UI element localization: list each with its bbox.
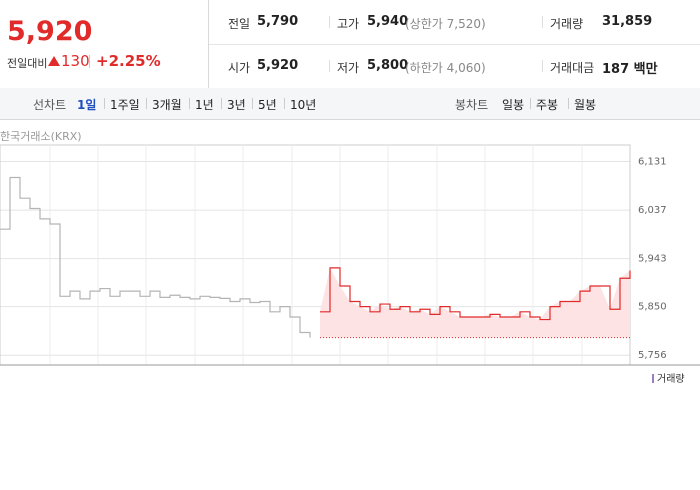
line-tab[interactable]: 5년 — [258, 98, 277, 112]
cell-label: 전일 — [228, 17, 251, 31]
price-line — [0, 176, 311, 338]
line-tab[interactable]: 1주일 — [110, 98, 140, 112]
row-divider — [209, 44, 700, 45]
volume-legend: 거래량 — [657, 373, 685, 385]
tab-divider — [568, 98, 569, 109]
source: 한국거래소(KRX) — [0, 130, 82, 143]
cell-divider — [542, 60, 543, 72]
tab-divider — [284, 98, 285, 109]
quote-box: 5,920 전일대비 130 +2.25% — [0, 0, 209, 88]
change-pct: +2.25% — [96, 52, 161, 70]
line-tab[interactable]: 10년 — [290, 98, 317, 112]
candle-tab[interactable]: 월봉 — [574, 98, 597, 112]
y-tick-label: 5,943 — [638, 254, 667, 265]
cell-divider — [542, 16, 543, 28]
cell-label: 저가 — [337, 61, 360, 75]
cell-label: 고가 — [337, 17, 360, 31]
line-tab[interactable]: 1년 — [195, 98, 214, 112]
line-tab[interactable]: 1일 — [77, 98, 97, 112]
tab-divider — [189, 98, 190, 109]
cell-label: 거래대금 — [550, 61, 595, 75]
tab-divider — [104, 98, 105, 109]
up-arrow — [48, 56, 60, 66]
y-tick-label: 6,131 — [638, 157, 667, 168]
cell-value: 5,800 — [367, 58, 409, 73]
tab-divider — [252, 98, 253, 109]
chart: 한국거래소(KRX) 거래량 6,131 6,037 5,943 5,850 5,756 — [0, 130, 700, 385]
tab-divider — [530, 98, 531, 109]
candle-tab[interactable]: 일봉 — [502, 98, 525, 112]
y-tick-label: 6,037 — [638, 205, 667, 216]
cell-divider — [329, 60, 330, 72]
candle-tab-label: 봉차트 — [455, 98, 489, 112]
cell-value: 5,940 — [367, 14, 409, 29]
area — [320, 267, 630, 338]
tab-divider — [221, 98, 222, 109]
cell-note: (하한가 4,060) — [405, 61, 486, 75]
price-line — [320, 267, 631, 321]
cell-value: 31,859 — [602, 14, 653, 29]
cell-value: 187 백만 — [602, 62, 658, 77]
change-label: 전일대비 — [7, 57, 48, 70]
price: 5,920 — [7, 16, 93, 47]
cell-label: 시가 — [228, 61, 251, 75]
cell-label: 거래량 — [550, 17, 584, 31]
cell-note: (상한가 7,520) — [405, 17, 486, 31]
cell-value: 5,790 — [257, 14, 299, 29]
line-tab[interactable]: 3년 — [227, 98, 246, 112]
change: 130 — [61, 52, 90, 70]
y-tick-label: 5,756 — [638, 350, 667, 361]
divider — [89, 55, 90, 68]
header: 5,920 전일대비 130 +2.25% 전일 5,790 고가 5,940 (상한가… — [0, 0, 700, 89]
y-tick-label: 5,850 — [638, 302, 667, 313]
candle-tab[interactable]: 주봉 — [536, 98, 559, 112]
line-tab-label: 선차트 — [33, 98, 67, 112]
volume-legend-swatch — [652, 374, 654, 383]
tab-divider — [146, 98, 147, 109]
cell-divider — [329, 16, 330, 28]
cell-value: 5,920 — [257, 58, 299, 73]
line-tab[interactable]: 3개월 — [152, 98, 182, 112]
tab-bar: 선차트 1일 1주일 3개월 1년 3년 5년 10년 봉차트 일봉 주봉 월봉 — [0, 88, 700, 120]
